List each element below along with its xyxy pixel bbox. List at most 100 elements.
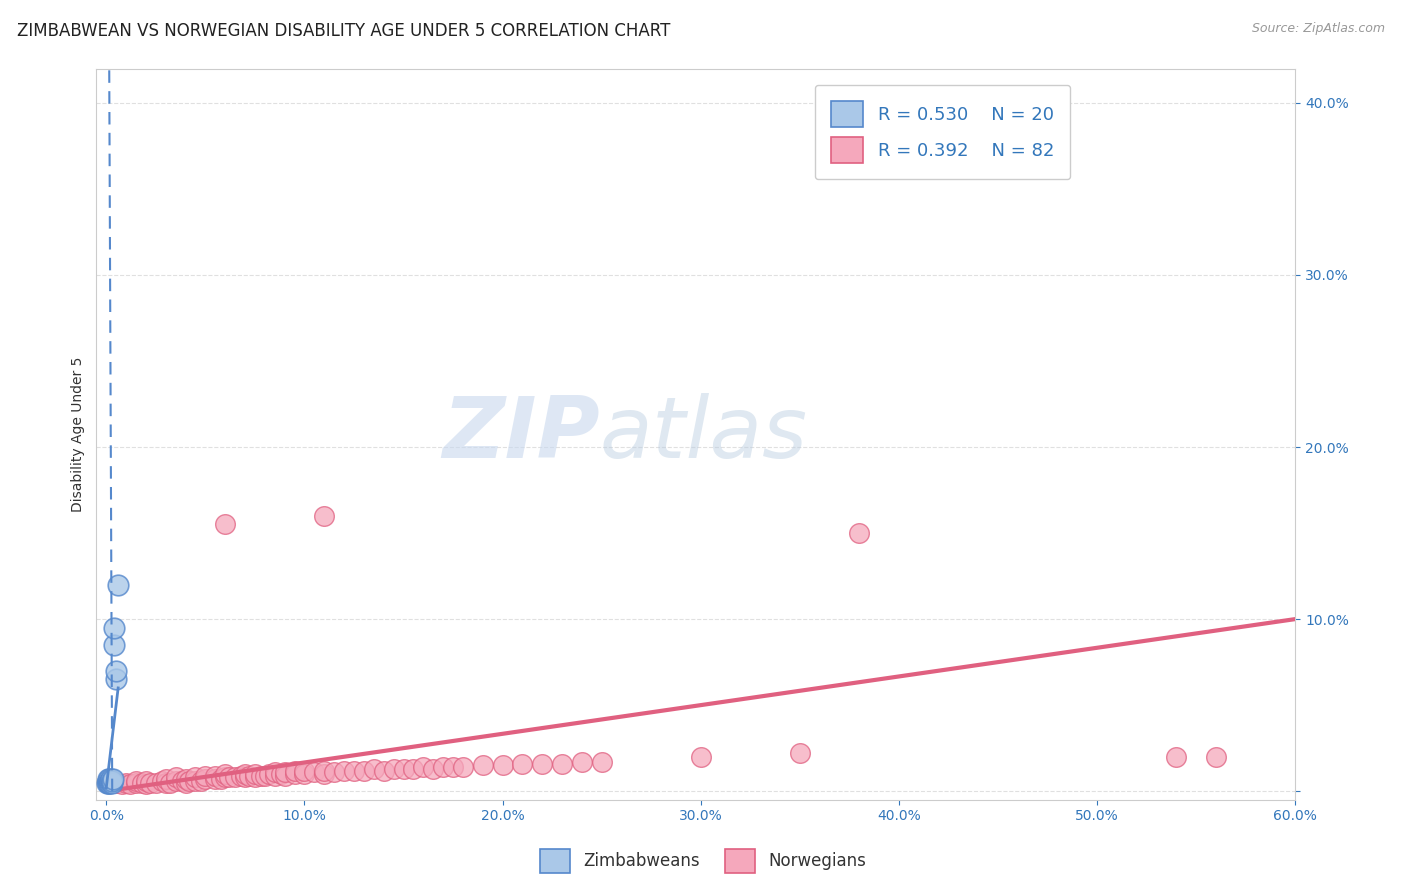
Point xyxy=(294,767,316,781)
Point xyxy=(103,621,125,635)
Point xyxy=(98,773,121,788)
Point xyxy=(283,764,305,778)
Point xyxy=(179,773,201,788)
Point xyxy=(98,773,121,788)
Point xyxy=(214,767,236,781)
Point xyxy=(363,762,385,776)
Point xyxy=(209,772,232,786)
Point xyxy=(190,773,212,788)
Point xyxy=(214,517,236,532)
Point xyxy=(101,773,124,788)
Text: ZIP: ZIP xyxy=(443,392,600,475)
Point xyxy=(135,773,157,788)
Point xyxy=(105,775,128,789)
Point xyxy=(145,775,167,789)
Point xyxy=(103,772,125,786)
Point xyxy=(100,773,122,788)
Point xyxy=(402,762,425,776)
Point xyxy=(97,772,120,786)
Point xyxy=(98,775,121,789)
Point xyxy=(107,577,129,591)
Point xyxy=(111,777,134,791)
Point xyxy=(273,765,295,780)
Point xyxy=(204,769,226,783)
Point xyxy=(115,775,138,789)
Point xyxy=(125,775,148,789)
Legend: R = 0.530    N = 20, R = 0.392    N = 82: R = 0.530 N = 20, R = 0.392 N = 82 xyxy=(814,85,1070,179)
Text: Source: ZipAtlas.com: Source: ZipAtlas.com xyxy=(1251,22,1385,36)
Point xyxy=(101,775,124,789)
Point xyxy=(551,756,574,771)
Point xyxy=(97,773,120,788)
Point xyxy=(174,775,197,789)
Text: ZIMBABWEAN VS NORWEGIAN DISABILITY AGE UNDER 5 CORRELATION CHART: ZIMBABWEAN VS NORWEGIAN DISABILITY AGE U… xyxy=(17,22,671,40)
Point xyxy=(1166,749,1188,764)
Point xyxy=(314,767,336,781)
Point xyxy=(100,772,122,786)
Point xyxy=(174,772,197,786)
Point xyxy=(382,762,405,776)
Point xyxy=(392,762,415,776)
Point xyxy=(233,771,256,785)
Point xyxy=(103,638,125,652)
Point xyxy=(165,771,187,785)
Point xyxy=(118,777,141,791)
Point xyxy=(150,773,173,788)
Point xyxy=(294,764,316,778)
Point xyxy=(531,756,554,771)
Legend: Zimbabweans, Norwegians: Zimbabweans, Norwegians xyxy=(533,842,873,880)
Point xyxy=(270,767,292,781)
Point xyxy=(96,775,118,789)
Point xyxy=(97,773,120,788)
Point xyxy=(125,773,148,788)
Point xyxy=(314,764,336,778)
Point xyxy=(571,755,593,769)
Point xyxy=(253,769,276,783)
Point xyxy=(194,769,217,783)
Point xyxy=(314,508,336,523)
Point xyxy=(105,673,128,687)
Point xyxy=(848,526,870,541)
Point xyxy=(105,664,128,678)
Point xyxy=(343,764,366,778)
Point xyxy=(238,769,260,783)
Point xyxy=(214,771,236,785)
Point xyxy=(512,756,534,771)
Text: atlas: atlas xyxy=(600,392,808,475)
Point xyxy=(323,765,346,780)
Point xyxy=(441,760,464,774)
Point xyxy=(471,758,494,772)
Point xyxy=(184,773,207,788)
Point xyxy=(218,771,240,785)
Point xyxy=(224,771,246,785)
Point xyxy=(184,771,207,785)
Point xyxy=(98,775,121,789)
Point xyxy=(422,762,444,776)
Point xyxy=(135,777,157,791)
Point xyxy=(412,760,434,774)
Point xyxy=(263,765,285,780)
Point xyxy=(243,767,266,781)
Point xyxy=(283,767,305,781)
Point xyxy=(194,772,217,786)
Y-axis label: Disability Age Under 5: Disability Age Under 5 xyxy=(72,357,86,512)
Point xyxy=(1205,749,1227,764)
Point xyxy=(229,769,252,783)
Point xyxy=(97,775,120,789)
Point xyxy=(155,775,177,789)
Point xyxy=(155,772,177,786)
Point xyxy=(170,773,193,788)
Point xyxy=(353,764,375,778)
Point xyxy=(159,775,181,789)
Point xyxy=(131,775,153,789)
Point xyxy=(233,767,256,781)
Point xyxy=(333,764,356,778)
Point xyxy=(204,772,226,786)
Point xyxy=(243,771,266,785)
Point xyxy=(689,749,711,764)
Point xyxy=(304,765,326,780)
Point xyxy=(491,758,513,772)
Point xyxy=(98,772,121,786)
Point xyxy=(139,775,162,789)
Point xyxy=(250,769,273,783)
